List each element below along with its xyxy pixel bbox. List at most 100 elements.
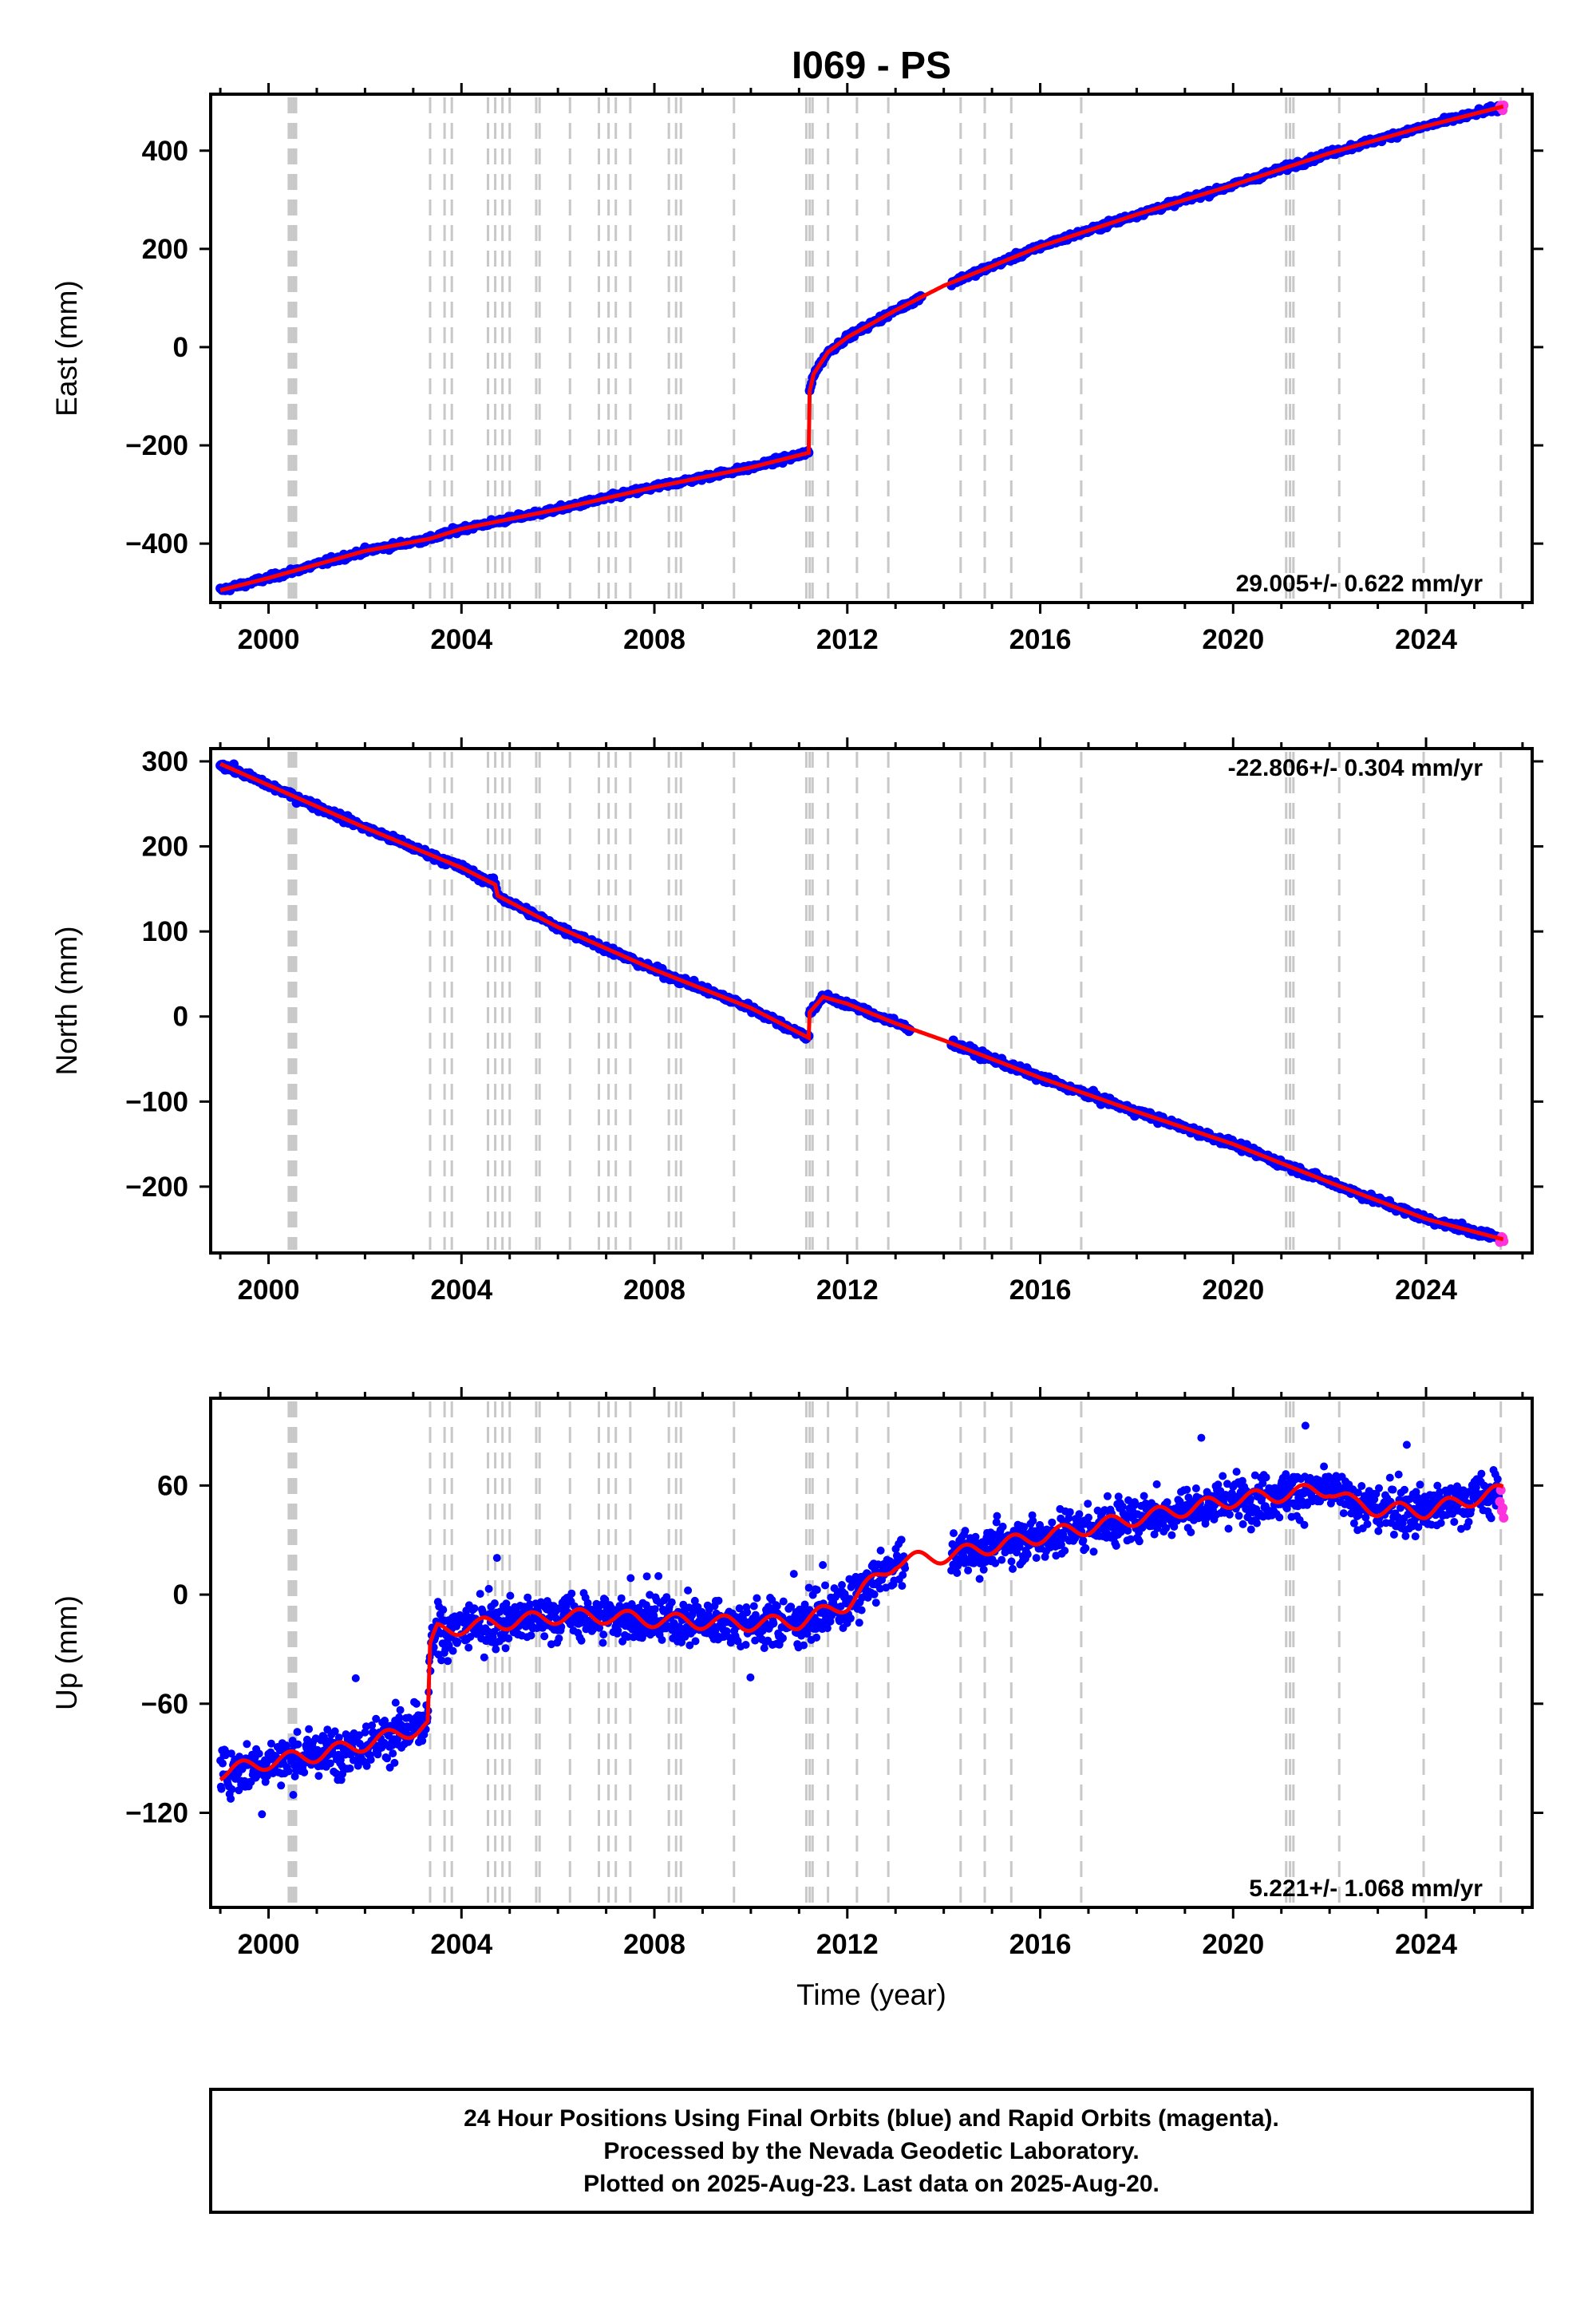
y-tick-label: −100 — [125, 1086, 188, 1117]
data-point — [800, 1641, 808, 1650]
y-tick-label: 400 — [142, 136, 188, 167]
data-point — [1023, 1550, 1032, 1559]
data-point — [846, 1614, 855, 1622]
data-point — [1140, 1492, 1148, 1500]
data-point — [217, 1784, 226, 1793]
data-point — [300, 1768, 309, 1777]
data-point — [746, 1673, 755, 1682]
data-point — [1375, 1484, 1383, 1492]
y-axis-label: East (mm) — [50, 280, 83, 417]
data-point — [1320, 1462, 1329, 1471]
data-point — [857, 1606, 866, 1614]
data-point — [812, 1586, 821, 1595]
data-point — [899, 1571, 907, 1579]
data-point — [439, 1606, 448, 1614]
y-tick-label: 200 — [142, 234, 188, 265]
data-point — [1262, 1473, 1270, 1482]
x-tick-label: 2024 — [1395, 1275, 1457, 1306]
x-tick-label: 2008 — [623, 1275, 685, 1306]
data-point — [1152, 1480, 1161, 1488]
data-point — [614, 1626, 622, 1635]
data-point — [1389, 1530, 1398, 1539]
data-point — [691, 1637, 700, 1646]
data-point — [504, 1634, 513, 1642]
data-point — [749, 1602, 758, 1611]
x-tick-label: 2020 — [1202, 1275, 1264, 1306]
data-point — [1349, 1519, 1358, 1528]
data-point — [366, 1756, 375, 1764]
data-point — [1385, 1473, 1394, 1482]
data-point — [1339, 1509, 1348, 1518]
data-point — [390, 1758, 399, 1767]
plot-frame — [209, 747, 1534, 1255]
data-point — [599, 1630, 608, 1639]
data-point — [523, 1593, 532, 1602]
data-point — [1112, 1541, 1120, 1550]
data-point — [1238, 1520, 1247, 1528]
data-point — [871, 1599, 880, 1607]
data-point — [453, 1638, 462, 1646]
data-point — [470, 1604, 479, 1613]
x-tick-label: 2020 — [1202, 624, 1264, 655]
data-point — [444, 1657, 452, 1666]
data-point — [1009, 1564, 1017, 1573]
y-tick-label: 200 — [142, 832, 188, 863]
data-point — [476, 1590, 484, 1599]
data-point — [714, 1596, 723, 1605]
x-tick-label: 2016 — [1009, 624, 1072, 655]
x-tick-label: 2000 — [238, 624, 300, 655]
data-point — [448, 1646, 457, 1655]
data-point — [1411, 1532, 1420, 1541]
rate-label: 29.005+/- 0.622 mm/yr — [1236, 571, 1483, 597]
data-point — [658, 1635, 666, 1644]
data-point — [492, 1645, 500, 1654]
data-point — [753, 1594, 761, 1603]
data-point — [812, 1633, 821, 1642]
data-point — [1124, 1527, 1132, 1535]
y-tick-label: −400 — [125, 528, 188, 559]
data-point — [654, 1571, 663, 1580]
data-point — [1191, 1484, 1200, 1492]
data-point — [389, 1749, 397, 1758]
data-point — [741, 1641, 750, 1649]
data-point — [964, 1566, 973, 1575]
x-tick-label: 2012 — [816, 624, 879, 655]
data-point — [464, 1643, 473, 1652]
data-point — [626, 1574, 635, 1583]
x-tick-label: 2004 — [430, 1275, 492, 1306]
data-point — [772, 1602, 781, 1611]
data-point — [1464, 1518, 1473, 1526]
data-point — [1400, 1485, 1408, 1494]
data-point — [1197, 1433, 1206, 1442]
y-axis-label: North (mm) — [50, 926, 83, 1075]
data-point — [953, 1569, 962, 1577]
y-tick-label: −200 — [125, 1172, 188, 1203]
data-point — [975, 1575, 984, 1583]
data-point — [898, 1582, 907, 1591]
data-point — [979, 1565, 988, 1574]
data-point — [1363, 1520, 1372, 1528]
data-point — [1029, 1516, 1037, 1525]
data-point — [1232, 1468, 1241, 1476]
data-point — [1048, 1518, 1057, 1527]
data-point — [789, 1570, 798, 1579]
data-point — [1183, 1485, 1191, 1494]
data-point — [1374, 1527, 1383, 1535]
data-point — [294, 1740, 302, 1749]
x-tick-label: 2000 — [238, 1275, 300, 1306]
data-point — [667, 1598, 676, 1607]
data-point — [769, 1619, 778, 1628]
data-point — [743, 1608, 752, 1617]
data-point — [1032, 1554, 1041, 1563]
x-tick-label: 2024 — [1395, 624, 1457, 655]
data-point — [821, 1581, 829, 1590]
data-point — [284, 1767, 293, 1776]
data-point — [1394, 1470, 1403, 1479]
data-point — [1075, 1510, 1084, 1519]
y-tick-label: 100 — [142, 916, 188, 947]
data-point — [501, 1644, 510, 1653]
data-point — [1167, 1531, 1176, 1539]
data-point — [1225, 1510, 1234, 1519]
data-point — [998, 1555, 1006, 1564]
